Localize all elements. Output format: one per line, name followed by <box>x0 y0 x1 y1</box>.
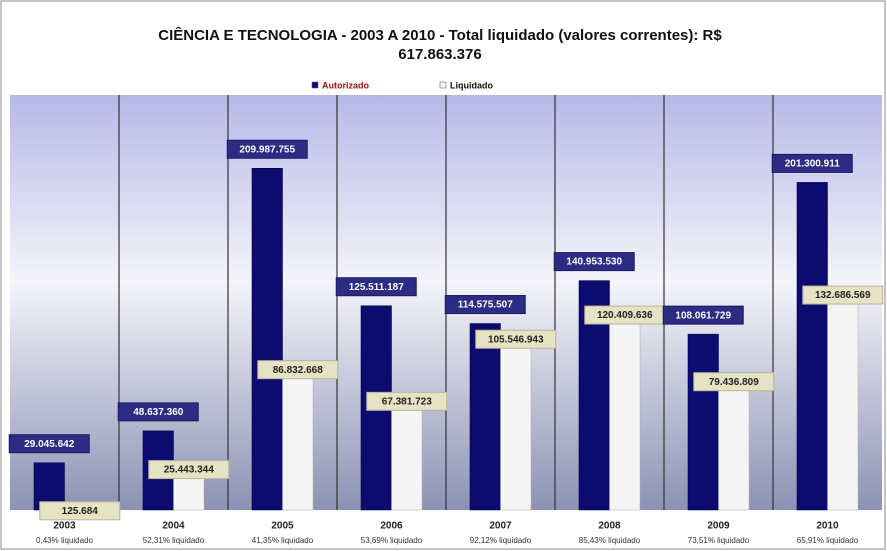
value-label-box <box>444 295 526 315</box>
value-label: 125.684 <box>62 506 99 517</box>
x-tick-label: 2004 <box>162 521 185 532</box>
annotation: 65,91% liquidado <box>797 536 859 545</box>
value-label-box <box>148 460 230 480</box>
value-label: 201.300.911 <box>785 159 840 170</box>
bar <box>609 313 641 511</box>
annotation: 73,51% liquidado <box>688 536 750 545</box>
value-label-box <box>335 277 417 297</box>
annotation: 85,43% liquidado <box>579 536 641 545</box>
value-label: 108.061.729 <box>675 310 731 321</box>
bar <box>391 400 423 511</box>
value-label-box <box>475 329 557 349</box>
bar <box>718 380 750 511</box>
value-label-box <box>693 372 775 392</box>
value-label-box <box>257 360 339 380</box>
x-tick-label: 2010 <box>816 521 839 532</box>
value-label: 25.443.344 <box>164 465 214 476</box>
legend-swatch <box>311 81 319 89</box>
value-label-box <box>771 153 853 173</box>
x-tick-label: 2009 <box>707 521 730 532</box>
bar <box>251 168 283 511</box>
x-tick-label: 2006 <box>380 521 403 532</box>
value-label: 48.637.360 <box>133 407 183 418</box>
value-label: 132.686.569 <box>815 290 871 301</box>
value-label: 67.381.723 <box>382 396 432 407</box>
value-label: 79.436.809 <box>709 377 759 388</box>
value-label-box <box>802 285 884 305</box>
value-label-box <box>39 501 121 521</box>
value-label-box <box>366 391 448 411</box>
value-label: 105.546.943 <box>488 334 544 345</box>
legend-swatch <box>439 81 447 89</box>
legend-label: Liquidado <box>450 80 493 90</box>
annotation: 52,31% liquidado <box>143 536 205 545</box>
bar <box>827 293 859 511</box>
value-label: 140.953.530 <box>566 257 622 268</box>
x-tick-label: 2008 <box>598 521 621 532</box>
annotation: 0,43% liquidado <box>36 536 93 545</box>
value-label: 125.511.187 <box>349 282 404 293</box>
value-label: 86.832.668 <box>273 365 323 376</box>
value-label: 209.987.755 <box>239 144 295 155</box>
x-tick-label: 2003 <box>53 521 76 532</box>
annotation: 92,12% liquidado <box>470 536 532 545</box>
bar <box>500 337 532 511</box>
bar <box>796 182 828 511</box>
value-label-box <box>226 139 308 159</box>
x-tick-label: 2005 <box>271 521 294 532</box>
x-tick-label: 2007 <box>489 521 512 532</box>
value-label: 120.409.636 <box>597 310 653 321</box>
bar <box>687 333 719 511</box>
legend-label: Autorizado <box>322 80 369 90</box>
bar <box>469 323 501 511</box>
annotation: 53,69% liquidado <box>361 536 423 545</box>
annotation: 41,35% liquidado <box>252 536 314 545</box>
value-label-box <box>117 402 199 422</box>
value-label: 29.045.642 <box>24 439 74 450</box>
chart-title: CIÊNCIA E TECNOLOGIA - 2003 A 2010 - Tot… <box>158 27 722 63</box>
value-label-box <box>8 434 90 454</box>
bar <box>282 368 314 511</box>
value-label: 114.575.507 <box>458 300 513 311</box>
value-label-box <box>662 305 744 325</box>
value-label-box <box>553 252 635 272</box>
